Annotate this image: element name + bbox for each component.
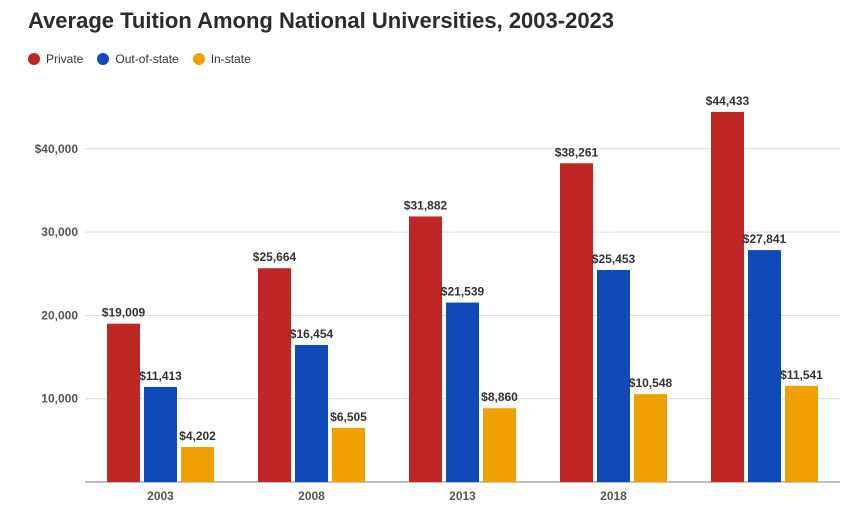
legend: Private Out-of-state In-state [28,52,251,66]
data-label: $11,541 [780,368,823,382]
legend-item-in-state: In-state [192,52,251,66]
y-tick-label: 20,000 [41,308,78,322]
bar-private [711,111,744,482]
data-label: $4,202 [179,429,216,443]
legend-label-out-of-state: Out-of-state [115,52,179,66]
bar-in-state [181,446,214,482]
data-label: $31,882 [404,198,448,212]
bar-out-of-state [295,344,328,482]
bar-in-state [332,427,365,482]
bar-out-of-state [446,302,479,482]
legend-swatch-private [28,53,40,65]
legend-label-in-state: In-state [210,52,251,66]
bar-in-state [785,385,818,482]
y-tick-label: 10,000 [41,392,78,406]
legend-item-private: Private [28,52,83,66]
data-label: $38,261 [555,145,599,159]
legend-label-private: Private [46,52,84,66]
bar-out-of-state [144,386,177,482]
y-tick-label: 30,000 [41,225,78,239]
bar-private [560,163,593,482]
data-label: $25,453 [592,252,636,266]
data-label: $8,860 [481,390,518,404]
chart-title: Average Tuition Among National Universit… [28,8,615,33]
bar-out-of-state [597,269,630,482]
x-tick-label: 2018 [600,489,627,503]
bar-private [409,216,442,482]
bar-in-state [634,394,667,482]
bar-private [258,268,291,482]
data-label: $25,664 [253,250,297,264]
x-tick-label: 2008 [298,489,325,503]
data-label: $6,505 [330,410,367,424]
data-label: $19,009 [102,306,146,320]
data-label: $27,841 [743,232,787,246]
bar-in-state [483,408,516,482]
data-label: $21,539 [441,285,485,299]
data-label: $16,454 [290,327,334,341]
legend-item-out-of-state: Out-of-state [97,52,179,66]
x-tick-label: 2003 [147,489,174,503]
data-label: $11,413 [139,369,182,383]
x-tick-label: 2013 [449,489,476,503]
data-label: $10,548 [629,376,673,390]
data-label: $44,433 [706,94,750,108]
bar-private [107,323,140,482]
y-tick-label: $40,000 [35,142,79,156]
legend-swatch-in-state [192,53,205,65]
bar-out-of-state [748,250,781,482]
legend-swatch-out-of-state [97,53,110,65]
